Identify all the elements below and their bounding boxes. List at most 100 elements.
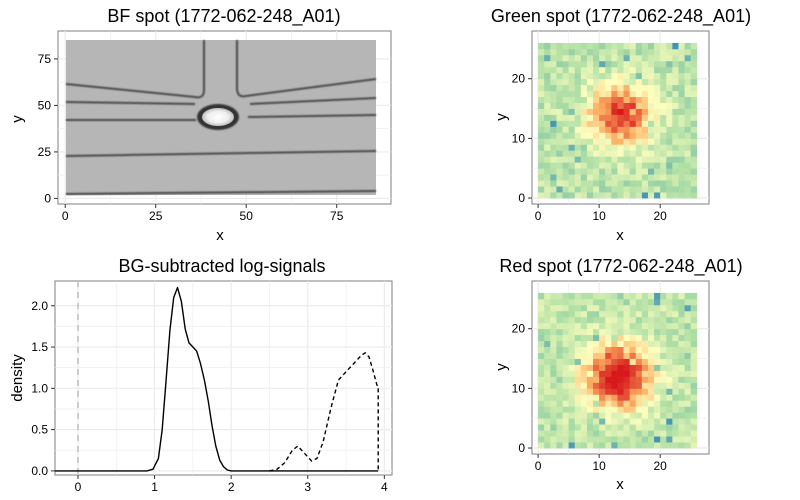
red-heat-cell <box>672 436 679 443</box>
green-heat-cell <box>550 60 557 68</box>
green-heat-cell <box>605 144 612 151</box>
red-heat-cell <box>660 418 667 425</box>
bf-spot <box>202 108 234 126</box>
green-heat-cell <box>617 150 624 157</box>
green-heat-cell <box>593 102 600 109</box>
red-heat-cell <box>666 292 673 300</box>
green-heat-cell <box>690 102 698 109</box>
green-heat-cell <box>544 192 551 199</box>
red-heat-cell <box>605 358 612 365</box>
green-heat-cell <box>599 156 606 163</box>
green-heat-cell <box>580 78 588 86</box>
green-heat-cell <box>568 84 576 92</box>
red-heat-cell <box>562 304 570 312</box>
red-heat-cell <box>605 388 612 395</box>
green-heat-cell <box>562 102 570 109</box>
red-heat-cell <box>672 442 679 449</box>
red-heat-cell <box>586 400 594 407</box>
red-heat-cell <box>678 316 685 324</box>
green-heat-cell <box>641 162 649 169</box>
red-heat-cell <box>556 340 563 348</box>
green-heat-cell <box>574 144 582 151</box>
red-heat-cell <box>562 340 570 348</box>
red-heat-cell <box>641 358 649 365</box>
red-heat-cell <box>647 412 655 419</box>
red-heat-cell <box>599 406 606 413</box>
green-heat-cell <box>623 120 631 127</box>
red-heat-cell <box>586 352 594 359</box>
red-heat-cell <box>556 352 563 359</box>
red-heat-cell <box>611 310 618 318</box>
red-heat-cell <box>690 310 698 318</box>
green-heat-cell <box>672 66 679 74</box>
green-heat-cell <box>678 186 685 193</box>
green-heat-cell <box>635 60 643 68</box>
green-heat-cell <box>538 66 545 74</box>
red-heat-cell <box>684 412 692 419</box>
green-heat-cell <box>629 114 637 121</box>
green-heat-cell <box>690 192 698 199</box>
red-heat-cell <box>562 346 570 353</box>
green-heat-cell <box>580 168 588 175</box>
red-heat-cell <box>684 358 692 365</box>
red-y-axis-label: y <box>493 363 510 371</box>
green-heat-cell <box>568 102 576 109</box>
red-heat-cell <box>550 316 557 324</box>
green-heat-cell <box>666 180 673 187</box>
red-heat-cell <box>690 382 698 389</box>
green-heat-cell <box>586 102 594 109</box>
green-heat-cell <box>574 90 582 98</box>
green-y-tick-label: 10 <box>512 131 526 145</box>
bf-channel-center <box>66 114 377 121</box>
green-heat-cell <box>556 78 563 86</box>
green-heat-cell <box>647 138 655 145</box>
red-heat-cell <box>654 346 661 353</box>
green-heat-cell <box>580 132 588 139</box>
green-heat-cell <box>562 132 570 139</box>
red-heat-cell <box>666 334 673 342</box>
red-heat-cell <box>544 346 551 353</box>
green-heat-cell <box>617 162 624 169</box>
green-heat-cell <box>678 42 685 50</box>
green-heat-cell <box>568 42 576 50</box>
green-heat-cell <box>629 84 637 92</box>
red-heat-cell <box>550 436 557 443</box>
red-heat-cell <box>556 310 563 318</box>
green-heat-cell <box>568 126 576 133</box>
green-heat-cell <box>550 120 557 127</box>
red-heat-cell <box>544 370 551 377</box>
red-heat-cell <box>629 292 637 300</box>
green-heat-cell <box>538 186 545 193</box>
green-heat-cell <box>550 90 557 98</box>
green-heat-cell <box>580 174 588 181</box>
green-heat-cell <box>538 108 545 115</box>
green-heat-cell <box>605 78 612 86</box>
red-heat-cell <box>550 358 557 365</box>
red-heat-cell <box>623 370 631 377</box>
green-y-tick-label: 0 <box>518 191 525 205</box>
red-heat-cell <box>654 430 661 437</box>
green-heat-cell <box>647 168 655 175</box>
green-heat-cell <box>586 168 594 175</box>
green-heat-cell <box>550 132 557 139</box>
red-heat-cell <box>580 358 588 365</box>
green-heat-cell <box>562 114 570 121</box>
green-heat-cell <box>586 48 594 56</box>
red-heat-cell <box>556 304 563 312</box>
red-y-tick-label: 10 <box>512 381 526 395</box>
bf-x-tick-label: 25 <box>149 209 163 223</box>
red-heat-cell <box>593 400 600 407</box>
red-heat-cell <box>562 292 570 300</box>
green-heat-cell <box>556 162 563 169</box>
red-heat-cell <box>556 436 563 443</box>
green-heat-cell <box>593 162 600 169</box>
green-heat-cell <box>629 48 637 56</box>
red-heat-cell <box>556 382 563 389</box>
green-heat-cell <box>690 126 698 133</box>
green-heat-cell <box>550 66 557 74</box>
red-heat-cell <box>629 352 637 359</box>
density-axes: 0 1 2 3 4 0.0 0.5 1.0 1.5 2.0 <box>31 299 388 494</box>
red-heat-cell <box>684 364 692 371</box>
red-heat-cell <box>538 310 545 318</box>
green-heat-cell <box>641 132 649 139</box>
